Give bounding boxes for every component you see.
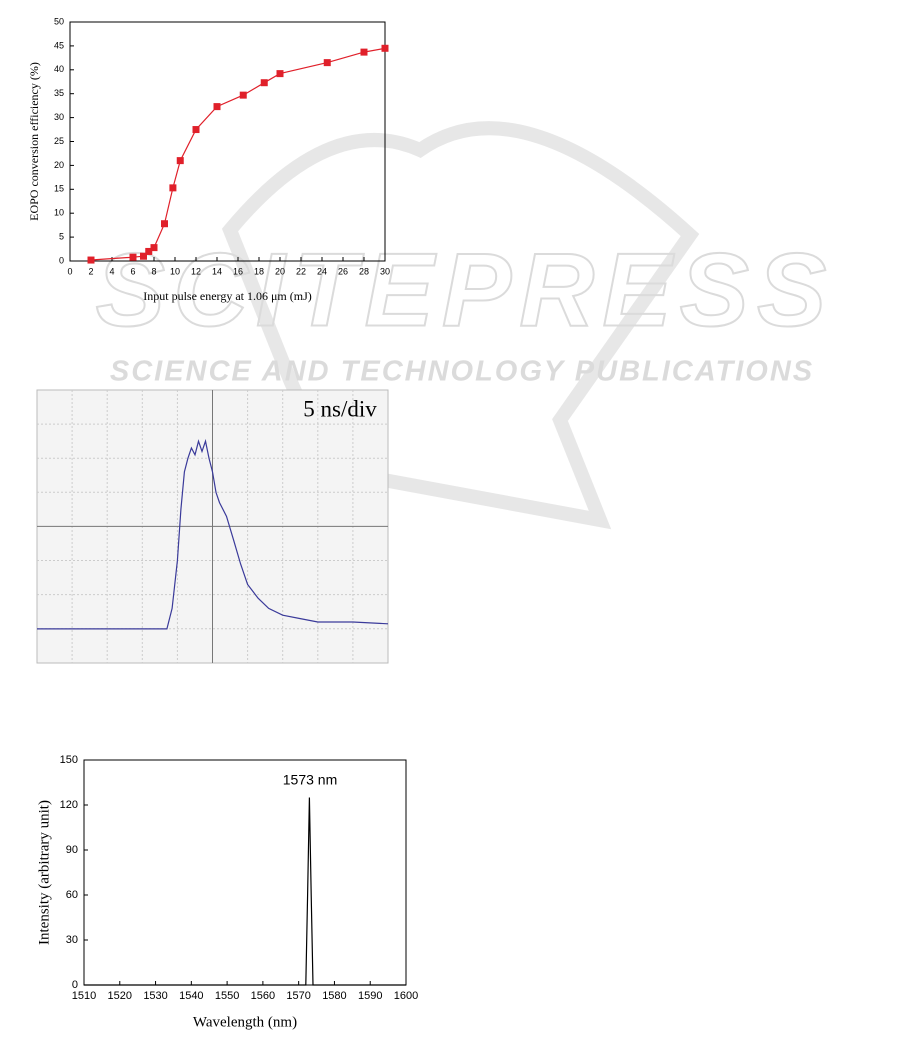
y-tick-label: 60: [66, 889, 78, 901]
data-point: [176, 157, 184, 165]
x-tick-label: 12: [191, 266, 201, 276]
y-tick-label: 35: [54, 88, 64, 98]
x-tick-label: 1530: [143, 990, 167, 1002]
x-tick-label: 2: [88, 266, 93, 276]
x-tick-label: 1580: [322, 990, 346, 1002]
data-point: [87, 256, 95, 264]
y-tick-label: 5: [59, 231, 64, 241]
x-tick-label: 1570: [286, 990, 310, 1002]
data-point: [213, 103, 221, 111]
series-line: [84, 797, 406, 986]
y-tick-label: 0: [72, 979, 78, 991]
y-tick-label: 45: [54, 40, 64, 50]
y-tick-label: 0: [59, 255, 64, 265]
x-tick-label: 0: [67, 266, 72, 276]
data-point: [360, 48, 368, 56]
x-tick-label: 18: [254, 266, 264, 276]
data-point: [161, 220, 168, 228]
annotation: 1573 nm: [283, 772, 337, 788]
y-tick-label: 90: [66, 844, 78, 856]
watermark-title: SCITEPRESS: [96, 232, 835, 348]
x-tick-label: 4: [109, 266, 114, 276]
y-axis-label: Intensity (arbitrary unit): [36, 800, 52, 945]
x-tick-label: 1590: [358, 990, 382, 1002]
x-tick-label: 1560: [251, 990, 275, 1002]
data-point: [323, 59, 331, 67]
x-tick-label: 10: [170, 266, 180, 276]
scope-grid: [37, 390, 388, 663]
x-axis-label: Input pulse energy at 1.06 μm (mJ): [143, 289, 312, 303]
y-tick-label: 25: [54, 136, 64, 146]
x-tick-label: 1600: [394, 990, 418, 1002]
watermark-subtitle: SCIENCE AND TECHNOLOGY PUBLICATIONS: [110, 356, 814, 388]
y-tick-label: 50: [54, 16, 64, 26]
data-point: [150, 244, 158, 252]
x-tick-label: 28: [359, 266, 369, 276]
data-point: [276, 70, 284, 78]
series-line: [37, 438, 389, 630]
watermark-shape: [221, 121, 700, 530]
y-tick-label: 15: [54, 184, 64, 194]
x-tick-label: 30: [380, 266, 390, 276]
x-tick-label: 20: [275, 266, 285, 276]
y-tick-label: 30: [54, 112, 64, 122]
x-tick-label: 22: [296, 266, 306, 276]
annotation: 5 ns/div: [303, 396, 377, 421]
x-tick-label: 26: [338, 266, 348, 276]
data-point: [381, 44, 389, 52]
data-point: [260, 79, 268, 87]
y-tick-label: 10: [54, 208, 64, 218]
data-point: [145, 247, 153, 255]
x-tick-label: 6: [130, 266, 135, 276]
x-tick-label: 16: [233, 266, 243, 276]
y-tick-label: 120: [60, 799, 78, 811]
x-tick-label: 24: [317, 266, 327, 276]
data-point: [169, 184, 177, 192]
watermark: SCITEPRESS SCIENCE AND TECHNOLOGY PUBLIC…: [95, 121, 835, 530]
x-tick-label: 1510: [72, 990, 96, 1002]
data-point: [140, 252, 147, 260]
y-tick-label: 30: [66, 934, 78, 946]
data-point: [192, 126, 200, 134]
data-point: [239, 91, 247, 99]
x-tick-label: 1540: [179, 990, 203, 1002]
y-tick-label: 40: [54, 64, 64, 74]
plot-frame: [83, 759, 407, 986]
y-tick-label: 20: [54, 160, 64, 170]
data-point: [129, 253, 137, 261]
x-tick-label: 8: [151, 266, 156, 276]
x-tick-label: 1520: [108, 990, 132, 1002]
x-axis-label: Wavelength (nm): [193, 1014, 297, 1030]
x-tick-label: 14: [212, 266, 222, 276]
x-tick-label: 1550: [215, 990, 239, 1002]
y-tick-label: 150: [60, 754, 78, 766]
y-axis-label: EOPO conversion efficiency (%): [27, 62, 41, 221]
